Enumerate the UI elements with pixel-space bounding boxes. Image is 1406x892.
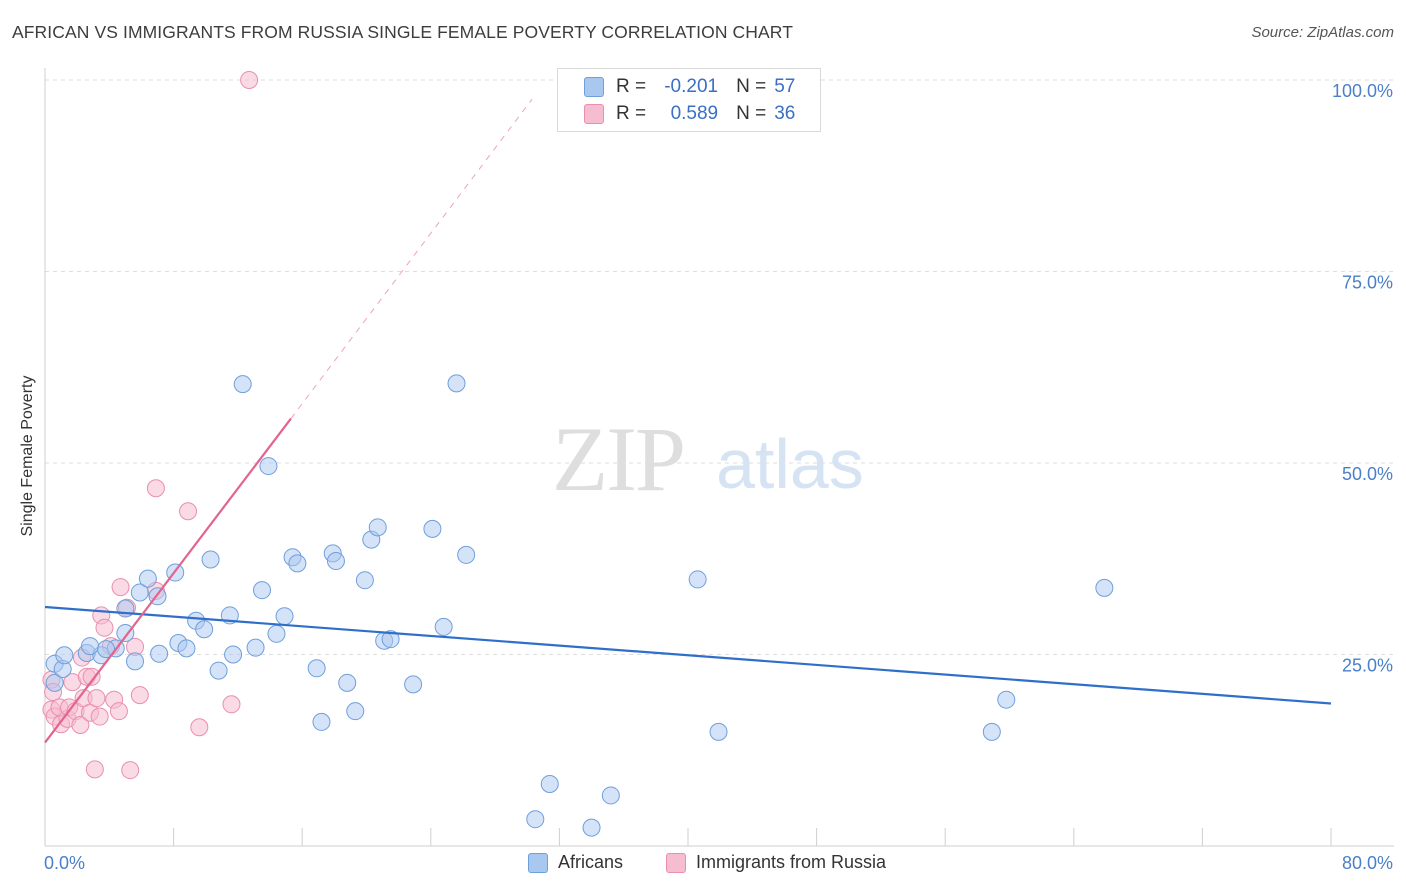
legend-r-africans: -0.201 xyxy=(664,76,719,97)
legend-item-russia[interactable]: Immigrants from Russia xyxy=(666,852,886,873)
russia-point xyxy=(71,715,90,734)
africans-point xyxy=(267,624,286,643)
y-tick-labels: 25.0% 50.0% 75.0% 100.0% xyxy=(1332,81,1393,676)
russia-point xyxy=(222,695,241,714)
africans-point xyxy=(582,818,601,837)
x-tick-labels: 0.0% 80.0% xyxy=(44,853,1393,873)
russia-point xyxy=(190,718,209,737)
stats-legend: R = -0.201 N = 57 R = 0.589 N = 36 xyxy=(557,68,821,132)
africans-point xyxy=(540,774,559,793)
africans-point xyxy=(201,550,220,569)
russia-point xyxy=(240,71,259,89)
russia-point xyxy=(130,686,149,705)
russia-trend-line xyxy=(44,417,292,744)
africans-point xyxy=(338,673,357,692)
y-tick-label-75: 75.0% xyxy=(1342,273,1393,293)
africans-point xyxy=(688,570,707,589)
africans-point xyxy=(355,571,374,590)
legend-n-label: N = xyxy=(736,103,767,124)
russia-point xyxy=(121,761,140,780)
legend-row-africans: R = -0.201 N = 57 xyxy=(558,74,795,100)
x-tick-label-max: 80.0% xyxy=(1342,853,1393,873)
africans-point xyxy=(138,569,157,588)
africans-point xyxy=(997,690,1016,709)
russia-point xyxy=(90,707,109,726)
legend-label-russia: Immigrants from Russia xyxy=(696,852,887,872)
africans-point xyxy=(116,624,135,643)
source-label: Source: ZipAtlas.com xyxy=(1251,24,1394,41)
russia-point xyxy=(85,760,104,779)
legend-r-label: R = xyxy=(616,103,647,124)
africans-point xyxy=(55,646,74,665)
africans-point xyxy=(253,581,272,600)
russia-point xyxy=(111,578,130,597)
africans-point xyxy=(177,639,196,658)
africans-point xyxy=(447,374,466,393)
africans-point xyxy=(346,702,365,721)
africans-point xyxy=(209,661,228,680)
africans-point xyxy=(233,375,252,394)
russia-trend-extension xyxy=(290,98,533,419)
x-tick-label-min: 0.0% xyxy=(44,853,85,873)
axes xyxy=(44,68,1394,847)
africans-point xyxy=(126,652,145,671)
africans-point xyxy=(423,519,442,538)
legend-r-label: R = xyxy=(616,76,647,97)
russia-point xyxy=(109,702,128,721)
y-tick-label-25: 25.0% xyxy=(1342,656,1393,676)
africans-point xyxy=(307,659,326,678)
y-tick-label-50: 50.0% xyxy=(1342,464,1393,484)
africans-point xyxy=(434,617,453,636)
africans-point xyxy=(326,552,345,571)
legend-n-africans: 57 xyxy=(774,76,796,97)
russia-points xyxy=(42,71,259,780)
africans-point xyxy=(381,630,400,649)
russia-point xyxy=(82,667,101,686)
russia-point xyxy=(95,618,114,637)
africans-point xyxy=(259,457,278,476)
africans-point xyxy=(982,722,1001,741)
africans-point xyxy=(457,545,476,564)
series-legend: Africans Immigrants from Russia xyxy=(0,852,1406,878)
africans-point xyxy=(709,722,728,741)
legend-label-africans: Africans xyxy=(558,852,624,872)
watermark-atlas-text: atlas xyxy=(716,425,864,503)
russia-point xyxy=(179,502,198,521)
grid-lines xyxy=(45,79,1394,655)
africans-point xyxy=(275,607,294,626)
y-tick-label-100: 100.0% xyxy=(1332,81,1393,101)
legend-item-africans[interactable]: Africans xyxy=(528,852,623,873)
africans-point xyxy=(195,620,214,639)
africans-point xyxy=(368,518,387,537)
africans-point xyxy=(45,673,64,692)
watermark: ZIP atlas xyxy=(552,408,864,510)
legend-swatch-africans xyxy=(584,77,604,97)
russia-point xyxy=(146,479,165,498)
trend-lines xyxy=(44,98,1332,744)
legend-swatch-russia xyxy=(666,852,686,873)
africans-point xyxy=(150,644,169,663)
chart-title: AFRICAN VS IMMIGRANTS FROM RUSSIA SINGLE… xyxy=(12,22,793,42)
legend-row-russia: R = 0.589 N = 36 xyxy=(558,101,795,127)
africans-point xyxy=(312,712,331,731)
legend-swatch-russia xyxy=(584,104,604,124)
watermark-zip-text: ZIP xyxy=(552,408,684,510)
africans-trend-line xyxy=(44,605,1332,705)
africans-point xyxy=(404,675,423,694)
africans-point xyxy=(224,645,243,664)
africans-point xyxy=(526,810,545,829)
africans-point xyxy=(601,786,620,805)
legend-swatch-africans xyxy=(528,852,548,873)
russia-point xyxy=(87,689,106,708)
africans-point xyxy=(246,638,265,657)
legend-r-russia: 0.589 xyxy=(670,103,719,124)
africans-point xyxy=(288,554,307,573)
legend-n-russia: 36 xyxy=(774,103,796,124)
africans-point xyxy=(81,637,100,656)
africans-point xyxy=(1095,578,1114,597)
legend-n-label: N = xyxy=(736,76,767,97)
africans-point xyxy=(130,583,149,602)
